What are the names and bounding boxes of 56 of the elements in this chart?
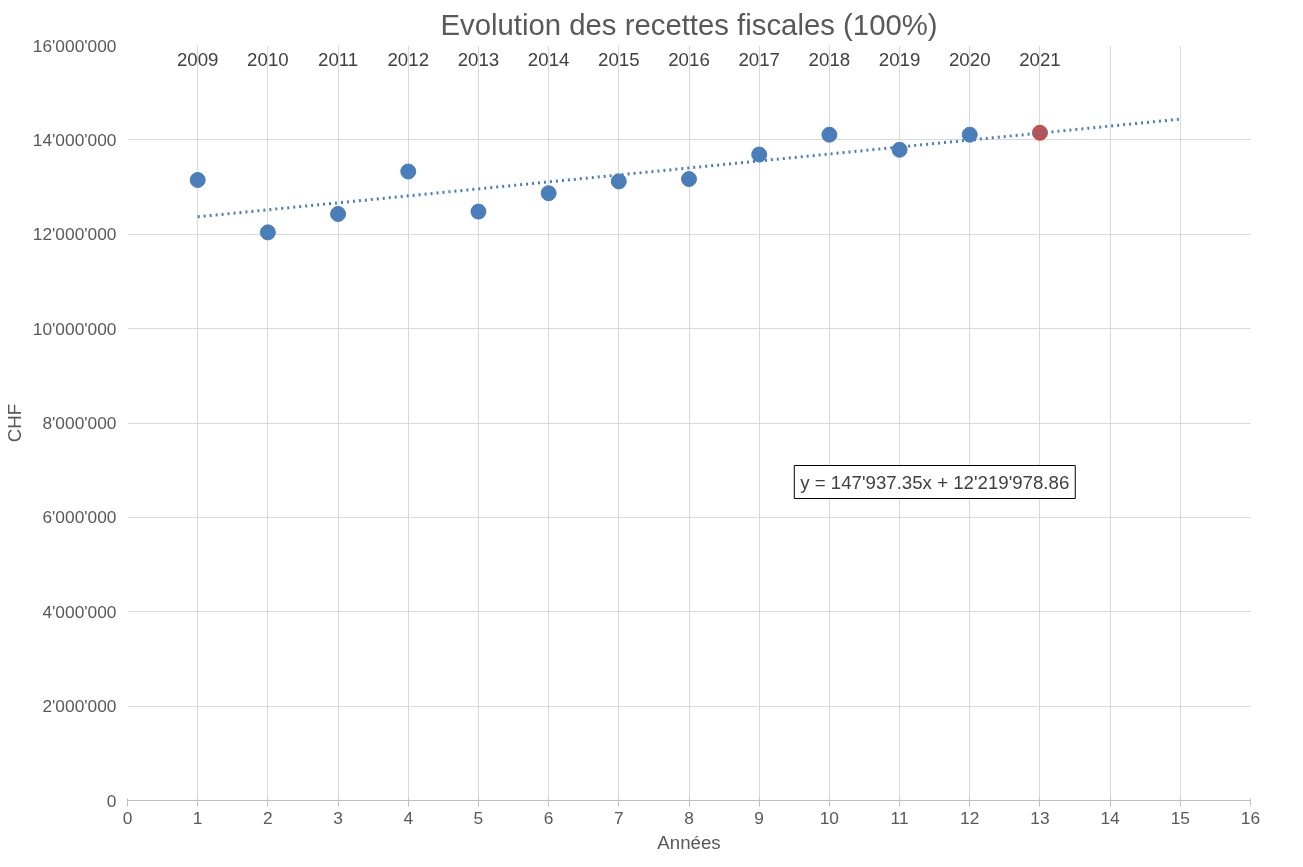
annotation: 2021 (1019, 49, 1061, 70)
x-tick-label: 8 (684, 807, 694, 828)
x-tick-label: 9 (754, 807, 765, 828)
x-tick-label: 5 (473, 807, 484, 828)
point (400, 163, 417, 180)
x-tick-label: 10 (819, 807, 840, 828)
x-tick-label: 13 (1030, 807, 1050, 828)
annotation: y = 147'937.35x + 12'219'978.86 (800, 471, 1070, 493)
y-tick-label: 12'000'000 (32, 224, 117, 245)
y-tick-label: 6'000'000 (42, 507, 117, 528)
x-tick-label: 7 (613, 807, 624, 828)
point (821, 126, 838, 143)
point (259, 224, 276, 241)
point (1031, 124, 1048, 141)
annotation: 2012 (387, 49, 430, 70)
point (189, 172, 206, 188)
y-tick-label: 2'000'000 (42, 696, 117, 717)
x-tick-label: 3 (333, 807, 343, 828)
x-tick-label: 11 (890, 807, 909, 828)
annotation: 2010 (247, 49, 289, 70)
annotation: 2011 (318, 49, 359, 70)
x-tick-label: 2 (263, 807, 273, 828)
annotation: 2017 (738, 49, 780, 70)
y-tick-label: 8'000'000 (42, 413, 117, 433)
y-tick-label: 10'000'000 (32, 318, 117, 339)
point (681, 171, 697, 188)
point (961, 126, 978, 143)
point (610, 173, 627, 190)
annotation: 2016 (668, 49, 710, 70)
annotation: 2013 (457, 49, 500, 70)
chart-title: Evolution des recettes fiscales (100%) (440, 7, 938, 41)
point (330, 205, 347, 222)
x-tick-label: 0 (122, 807, 133, 828)
x-axis-title: Années (657, 831, 721, 853)
x-tick-label: 12 (960, 807, 980, 828)
point (470, 203, 487, 220)
y-tick-label: 4'000'000 (42, 601, 117, 622)
point (540, 185, 557, 202)
annotation: 2020 (949, 49, 991, 70)
x-tick-label: 6 (543, 807, 554, 828)
annotation: 2009 (176, 49, 219, 70)
y-tick-label: 16'000'000 (32, 35, 117, 56)
y-axis-title: CHF (3, 403, 25, 443)
annotation: 2014 (527, 49, 570, 70)
y-tick-label: 0 (106, 790, 117, 811)
x-tick-label: 1 (192, 807, 203, 828)
point (751, 146, 768, 163)
annotation: 2019 (878, 49, 921, 70)
x-tick-label: 15 (1170, 807, 1190, 828)
x-tick-label: 16 (1240, 807, 1261, 828)
annotation: 2015 (598, 49, 640, 70)
point (891, 141, 908, 158)
annotation: 2018 (808, 49, 851, 70)
x-tick-label: 4 (403, 807, 414, 828)
x-tick-label: 14 (1100, 807, 1121, 828)
y-tick-label: 14'000'000 (32, 129, 117, 150)
